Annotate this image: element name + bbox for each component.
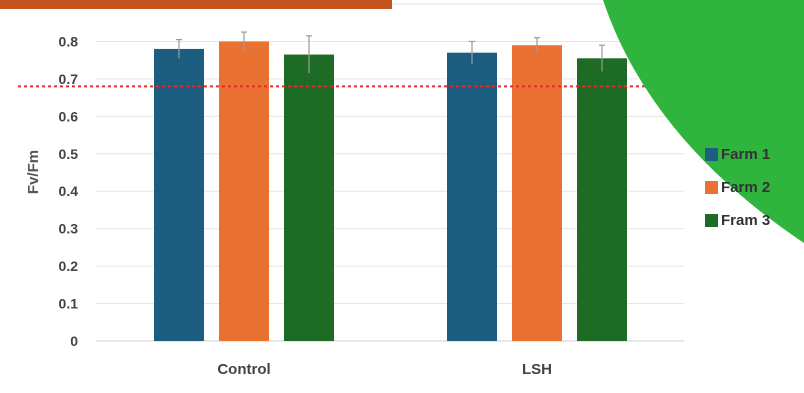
y-axis-ticks: 00.10.20.30.40.50.60.70.80.9 <box>59 0 79 349</box>
x-axis-categories: Control LSH <box>217 361 552 378</box>
bar-fram-3-lsh <box>577 58 627 342</box>
bar-farm-2-lsh <box>512 45 562 341</box>
bar-farm-1-control <box>154 48 204 341</box>
y-tick-label: 0.4 <box>59 183 79 199</box>
y-tick-label: 0.8 <box>59 33 79 49</box>
y-tick-label: 0.2 <box>59 258 79 274</box>
y-tick-label: 0.7 <box>59 71 79 87</box>
y-tick-label: 0.6 <box>59 108 79 124</box>
y-tick-label: 0.5 <box>59 146 79 162</box>
y-tick-label: 0.3 <box>59 221 79 237</box>
x-category-label: Control <box>217 361 270 378</box>
x-category-label: LSH <box>522 361 552 378</box>
top-banner-bar <box>0 0 392 9</box>
bar-farm-1-lsh <box>447 52 497 342</box>
y-tick-label: 0 <box>70 333 78 349</box>
y-axis-label: Fv/Fm <box>25 150 42 194</box>
bar-fram-3-control <box>284 54 334 342</box>
bar-farm-2-control <box>219 41 269 341</box>
y-tick-label: 0.1 <box>59 296 79 312</box>
error-bars <box>176 31 605 74</box>
